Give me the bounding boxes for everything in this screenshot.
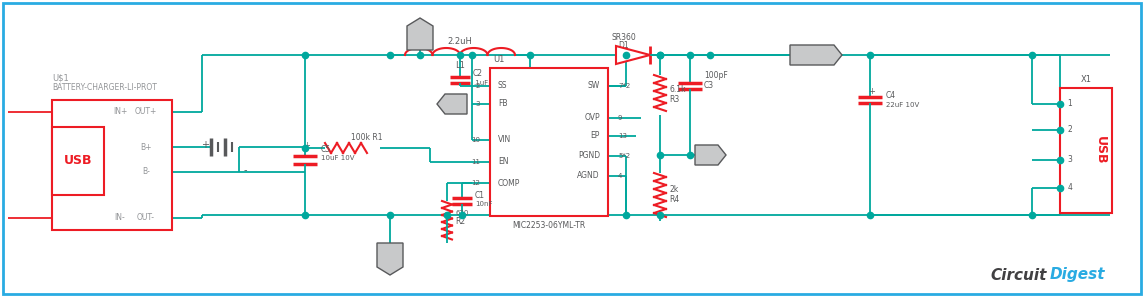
Text: C4: C4 — [885, 91, 896, 99]
Text: +: + — [201, 140, 209, 150]
Text: OUT+: OUT+ — [135, 108, 157, 116]
Text: 11: 11 — [471, 159, 480, 165]
Text: R3: R3 — [669, 94, 680, 103]
Text: 3: 3 — [1067, 156, 1072, 165]
Text: 12: 12 — [471, 180, 480, 186]
Text: FB: FB — [498, 99, 508, 108]
Text: R4: R4 — [669, 195, 680, 203]
Text: 2.2uH: 2.2uH — [447, 37, 472, 45]
Bar — [490, 68, 607, 216]
Text: 5*2: 5*2 — [618, 153, 630, 159]
Polygon shape — [696, 145, 726, 165]
Text: 10: 10 — [471, 137, 480, 143]
Text: 2k: 2k — [669, 186, 678, 195]
Bar — [51, 127, 104, 195]
Text: X1: X1 — [1080, 75, 1091, 83]
Text: U1: U1 — [493, 55, 505, 64]
Text: VIN: VIN — [498, 135, 511, 145]
Text: PGND: PGND — [578, 151, 599, 160]
Text: SW: SW — [588, 81, 599, 91]
Text: 7*2: 7*2 — [618, 83, 630, 89]
Text: SS: SS — [498, 81, 508, 91]
Text: MIC2253-06YML-TR: MIC2253-06YML-TR — [513, 220, 586, 230]
Text: 1: 1 — [1067, 99, 1072, 108]
Text: FB: FB — [447, 99, 456, 108]
Text: +: + — [303, 141, 310, 150]
Text: GND: GND — [387, 251, 394, 267]
Text: C1: C1 — [475, 190, 485, 200]
Text: USB: USB — [1094, 136, 1106, 164]
Bar — [1060, 88, 1112, 213]
Text: .1uF: .1uF — [472, 80, 488, 86]
Text: 100k R1: 100k R1 — [351, 133, 383, 143]
Text: EP: EP — [590, 132, 599, 140]
Text: C5: C5 — [321, 145, 331, 154]
Text: B-: B- — [142, 168, 150, 176]
Text: 2: 2 — [1067, 126, 1072, 135]
Text: OVP: OVP — [585, 113, 599, 122]
Text: Circuit: Circuit — [990, 268, 1047, 282]
Text: 4: 4 — [618, 173, 622, 179]
Text: 100pF: 100pF — [704, 70, 728, 80]
Polygon shape — [615, 46, 650, 64]
Text: 6.1k: 6.1k — [669, 86, 685, 94]
Polygon shape — [791, 45, 842, 65]
Text: 3: 3 — [476, 101, 480, 107]
Text: 5.0V: 5.0V — [805, 50, 825, 59]
Text: OUT-: OUT- — [137, 214, 154, 222]
Text: 10uF 10V: 10uF 10V — [321, 155, 355, 161]
Text: IN-: IN- — [114, 214, 126, 222]
Text: 4: 4 — [1067, 184, 1072, 192]
Text: 2: 2 — [476, 83, 480, 89]
Text: IN+: IN+ — [113, 108, 127, 116]
Text: AGND: AGND — [578, 171, 599, 181]
Text: -: - — [244, 165, 247, 175]
Text: USB: USB — [64, 154, 93, 168]
Text: 13: 13 — [618, 133, 627, 139]
Text: FB: FB — [705, 151, 715, 159]
Text: 22uF 10V: 22uF 10V — [885, 102, 920, 108]
Text: R2: R2 — [455, 217, 466, 225]
Text: B+: B+ — [141, 143, 152, 151]
Bar — [51, 100, 172, 230]
Text: Digest: Digest — [1050, 268, 1105, 282]
Text: SR360: SR360 — [612, 34, 636, 42]
Text: U$1: U$1 — [51, 73, 69, 83]
Text: BATTERY-CHARGER-LI-PROT: BATTERY-CHARGER-LI-PROT — [51, 83, 157, 92]
Text: 620: 620 — [455, 210, 468, 216]
Text: 9: 9 — [618, 115, 622, 121]
Text: GND: GND — [418, 26, 423, 42]
Text: C3: C3 — [704, 80, 714, 89]
Text: C2: C2 — [472, 69, 483, 78]
Polygon shape — [437, 94, 467, 114]
Text: +: + — [868, 86, 875, 96]
Text: 10nF: 10nF — [475, 201, 493, 207]
Text: EN: EN — [498, 157, 508, 167]
Text: D1: D1 — [619, 40, 629, 50]
Text: L1: L1 — [455, 61, 464, 69]
Polygon shape — [407, 18, 432, 50]
Text: COMP: COMP — [498, 178, 521, 187]
Polygon shape — [378, 243, 403, 275]
